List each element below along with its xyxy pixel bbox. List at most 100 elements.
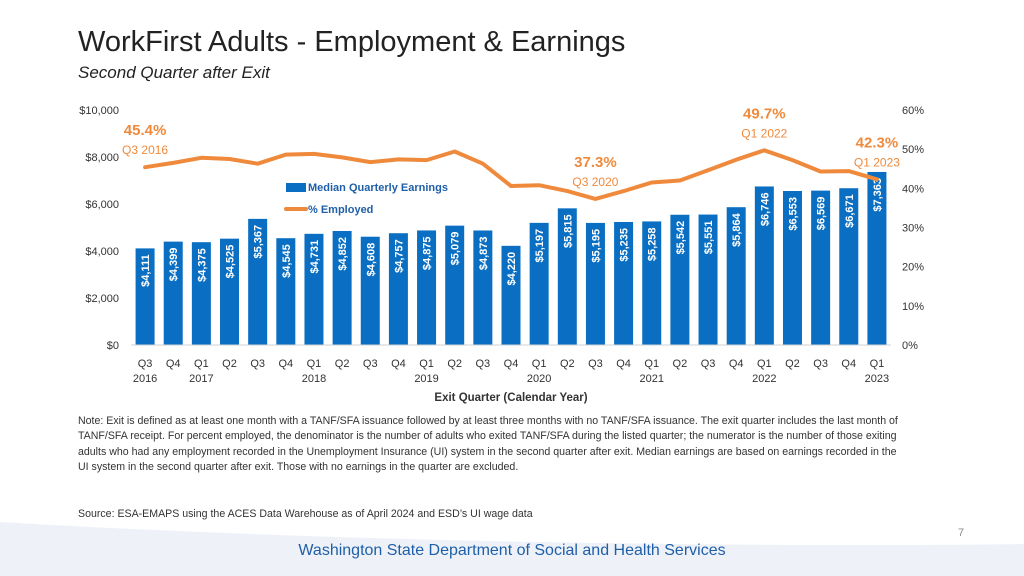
x-axis-quarter-label: Q2 [785,358,800,370]
x-axis-quarter-label: Q1 [532,358,547,370]
x-axis-quarter-label: Q3 [813,358,828,370]
x-axis-quarter-label: Q4 [729,358,744,370]
x-axis-quarter-label: Q1 [870,358,885,370]
x-axis-quarter-label: Q1 [194,358,209,370]
x-axis-year-label: 2019 [414,373,438,385]
callout-value: 42.3% [856,134,899,151]
bar-value-label: $7,363 [872,178,884,212]
bar-value-label: $4,873 [478,236,490,270]
right-axis-tick-label: 0% [902,340,918,352]
x-axis-quarter-label: Q3 [138,358,153,370]
callout-value: 49.7% [743,105,786,122]
right-axis-tick-label: 40% [902,183,924,195]
bar-median-earnings [360,236,380,345]
bar-median-earnings [670,214,690,345]
bar-median-earnings [445,225,465,345]
bar-median-earnings [276,238,296,345]
bar-median-earnings [782,191,802,345]
bar-median-earnings [220,238,240,345]
x-axis-quarter-label: Q1 [419,358,434,370]
footer-org-name: Washington State Department of Social an… [298,542,726,559]
left-axis-tick-label: $0 [107,340,119,352]
page-subtitle: Second Quarter after Exit [78,63,270,82]
bar-median-earnings [163,241,183,345]
bar-value-label: $6,569 [816,197,828,231]
bar-value-label: $5,079 [450,232,462,266]
x-axis-quarter-label: Q4 [166,358,181,370]
x-axis-quarter-label: Q1 [757,358,772,370]
left-axis-tick-label: $8,000 [85,152,119,164]
callout-quarter: Q3 2020 [572,175,618,189]
callout-value: 37.3% [574,154,617,171]
right-axis-tick-label: 50% [902,144,924,156]
x-axis-quarter-label: Q3 [701,358,716,370]
bar-median-earnings [248,218,268,345]
left-axis-tick-label: $10,000 [79,105,119,117]
x-axis-year-label: 2020 [527,373,551,385]
page-number: 7 [958,527,965,539]
x-axis-quarter-label: Q2 [560,358,575,370]
x-axis-year-label: 2021 [639,373,663,385]
legend-bar-swatch [286,183,306,192]
footer-band [0,522,1024,576]
bar-value-label: $6,671 [844,194,856,228]
left-axis-tick-label: $6,000 [85,199,119,211]
right-axis-tick-label: 20% [902,262,924,274]
chart-source: Source: ESA-EMAPS using the ACES Data Wa… [78,508,533,520]
bar-value-label: $5,367 [253,225,265,259]
x-axis-quarter-label: Q4 [391,358,406,370]
x-axis-title: Exit Quarter (Calendar Year) [434,392,587,404]
x-axis-quarter-label: Q2 [335,358,350,370]
bar-value-label: $4,525 [225,245,237,279]
bar-median-earnings [811,190,831,345]
earnings-employment-chart: $0 $2,000 $4,000 $6,000 $8,000 $10,000 0% 10% 20… [79,105,924,404]
x-axis-quarter-label: Q4 [616,358,631,370]
bar-median-earnings [585,222,605,345]
bar-value-label: $4,545 [281,244,293,278]
bar-median-earnings [614,221,634,345]
bar-value-label: $4,875 [422,236,434,270]
x-axis-year-label: 2018 [302,373,326,385]
right-axis-tick-label: 60% [902,105,924,117]
bar-value-label: $4,375 [196,248,208,282]
x-axis-quarter-label: Q4 [504,358,519,370]
x-axis-quarter-label: Q1 [307,358,322,370]
bar-value-label: $6,553 [787,197,799,231]
bar-value-label: $4,852 [337,237,349,271]
bar-median-earnings [557,208,577,345]
x-axis-year-label: 2017 [189,373,213,385]
x-axis-year-label: 2023 [865,373,889,385]
page-title: WorkFirst Adults - Employment & Earnings [78,26,626,58]
x-axis-year-label: 2022 [752,373,776,385]
line-percent-employed [143,148,879,201]
bar-median-earnings [642,221,662,345]
bar-median-earnings [417,230,437,345]
bar-value-label: $4,757 [393,239,405,273]
x-axis-quarter-label: Q3 [476,358,491,370]
bar-median-earnings [726,207,746,345]
callout-quarter: Q1 2023 [854,155,900,169]
x-axis-quarter-label: Q3 [588,358,603,370]
legend-bar-label: Median Quarterly Earnings [308,182,448,194]
bar-median-earnings [191,242,211,345]
bar-median-earnings [473,230,493,345]
bar-value-label: $5,235 [619,228,631,262]
bar-value-label: $6,746 [759,192,771,226]
bar-median-earnings [839,188,859,345]
left-axis-tick-label: $4,000 [85,246,119,258]
left-axis-tick-label: $2,000 [85,293,119,305]
bar-median-earnings [332,230,352,345]
bar-value-label: $4,608 [365,243,377,277]
bar-median-earnings [754,186,774,345]
bar-median-earnings [698,214,718,345]
right-axis-tick-label: 30% [902,223,924,235]
bar-value-label: $4,399 [168,248,180,282]
bar-value-label: $5,197 [534,229,546,263]
x-axis-year-label: 2016 [133,373,157,385]
x-axis-quarter-label: Q1 [644,358,659,370]
bar-median-earnings [135,248,155,345]
x-axis-quarter-label: Q4 [841,358,856,370]
bar-median-earnings [529,222,549,345]
x-axis-quarter-label: Q2 [673,358,688,370]
x-axis-quarter-label: Q3 [250,358,265,370]
